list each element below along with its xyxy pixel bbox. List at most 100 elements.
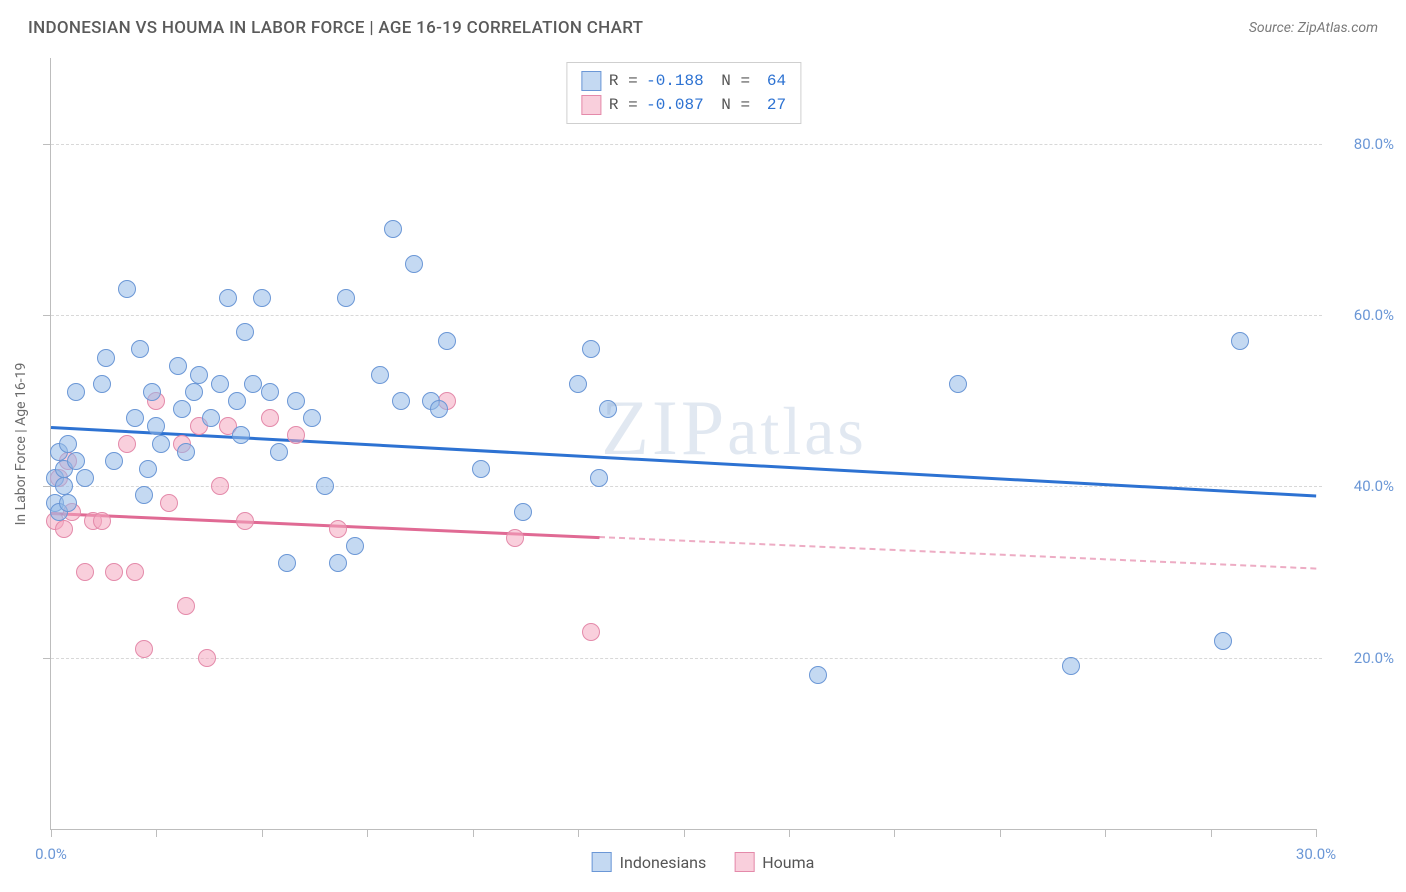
y-tick-label: 40.0% <box>1326 477 1394 495</box>
data-point <box>169 357 187 375</box>
data-point <box>253 289 271 307</box>
data-point <box>126 409 144 427</box>
data-point <box>67 452 85 470</box>
data-point <box>55 520 73 538</box>
legend-item-indonesians: Indonesians <box>592 852 707 872</box>
data-point <box>152 435 170 453</box>
n-value-houma: 27 <box>758 96 786 114</box>
data-point <box>371 366 389 384</box>
data-point <box>1214 632 1232 650</box>
r-value-indonesians: -0.188 <box>646 72 704 90</box>
data-point <box>211 477 229 495</box>
data-point <box>118 435 136 453</box>
data-point <box>147 417 165 435</box>
data-point <box>809 666 827 684</box>
data-point <box>93 512 111 530</box>
data-point <box>59 494 77 512</box>
data-point <box>177 597 195 615</box>
data-point <box>190 366 208 384</box>
data-point <box>1231 332 1249 350</box>
data-point <box>590 469 608 487</box>
data-point <box>76 563 94 581</box>
chart-title: INDONESIAN VS HOUMA IN LABOR FORCE | AGE… <box>28 18 643 38</box>
data-point <box>67 383 85 401</box>
data-point <box>126 563 144 581</box>
data-point <box>105 452 123 470</box>
data-point <box>131 340 149 358</box>
data-point <box>346 537 364 555</box>
data-point <box>105 563 123 581</box>
data-point <box>472 460 490 478</box>
legend-row-houma: R = -0.087 N = 27 <box>581 93 786 117</box>
data-point <box>198 649 216 667</box>
series-legend: Indonesians Houma <box>592 852 815 872</box>
gridline <box>51 658 1322 659</box>
data-point <box>303 409 321 427</box>
legend-item-houma: Houma <box>734 852 814 872</box>
n-value-indonesians: 64 <box>758 72 786 90</box>
r-label: R = <box>609 96 638 114</box>
data-point <box>337 289 355 307</box>
data-point <box>228 392 246 410</box>
data-point <box>93 375 111 393</box>
data-point <box>278 554 296 572</box>
swatch-houma <box>734 852 754 872</box>
data-point <box>135 486 153 504</box>
y-axis-label: In Labor Force | Age 16-19 <box>13 362 29 525</box>
data-point <box>55 477 73 495</box>
correlation-legend: R = -0.188 N = 64 R = -0.087 N = 27 <box>566 62 801 124</box>
data-point <box>438 332 456 350</box>
n-label: N = <box>712 72 750 90</box>
data-point <box>384 220 402 238</box>
swatch-houma <box>581 95 601 115</box>
y-tick-label: 80.0% <box>1326 135 1394 153</box>
data-point <box>139 460 157 478</box>
data-point <box>232 426 250 444</box>
data-point <box>506 529 524 547</box>
data-point <box>118 280 136 298</box>
data-point <box>329 520 347 538</box>
data-point <box>76 469 94 487</box>
data-point <box>316 477 334 495</box>
data-point <box>514 503 532 521</box>
data-point <box>405 255 423 273</box>
data-point <box>949 375 967 393</box>
data-point <box>270 443 288 461</box>
n-label: N = <box>712 96 750 114</box>
x-tick-label: 0.0% <box>35 845 67 863</box>
data-point <box>287 426 305 444</box>
data-point <box>261 409 279 427</box>
data-point <box>59 435 77 453</box>
data-point <box>219 289 237 307</box>
data-point <box>135 640 153 658</box>
data-point <box>244 375 262 393</box>
data-point <box>599 400 617 418</box>
r-value-houma: -0.087 <box>646 96 704 114</box>
data-point <box>582 623 600 641</box>
y-tick-label: 60.0% <box>1326 306 1394 324</box>
data-point <box>143 383 161 401</box>
data-point <box>160 494 178 512</box>
data-point <box>211 375 229 393</box>
data-point <box>1062 657 1080 675</box>
data-point <box>236 512 254 530</box>
data-point <box>430 400 448 418</box>
swatch-indonesians <box>581 71 601 91</box>
data-point <box>202 409 220 427</box>
data-point <box>569 375 587 393</box>
data-point <box>582 340 600 358</box>
source-label: Source: ZipAtlas.com <box>1249 20 1378 36</box>
legend-label: Houma <box>762 853 814 872</box>
data-point <box>287 392 305 410</box>
data-point <box>392 392 410 410</box>
gridline <box>51 315 1322 316</box>
data-point <box>173 400 191 418</box>
x-tick-label: 30.0% <box>1296 845 1336 863</box>
data-point <box>329 554 347 572</box>
r-label: R = <box>609 72 638 90</box>
data-point <box>177 443 195 461</box>
data-point <box>261 383 279 401</box>
plot-area: In Labor Force | Age 16-19 20.0%40.0%60.… <box>50 58 1316 830</box>
swatch-indonesians <box>592 852 612 872</box>
data-point <box>185 383 203 401</box>
